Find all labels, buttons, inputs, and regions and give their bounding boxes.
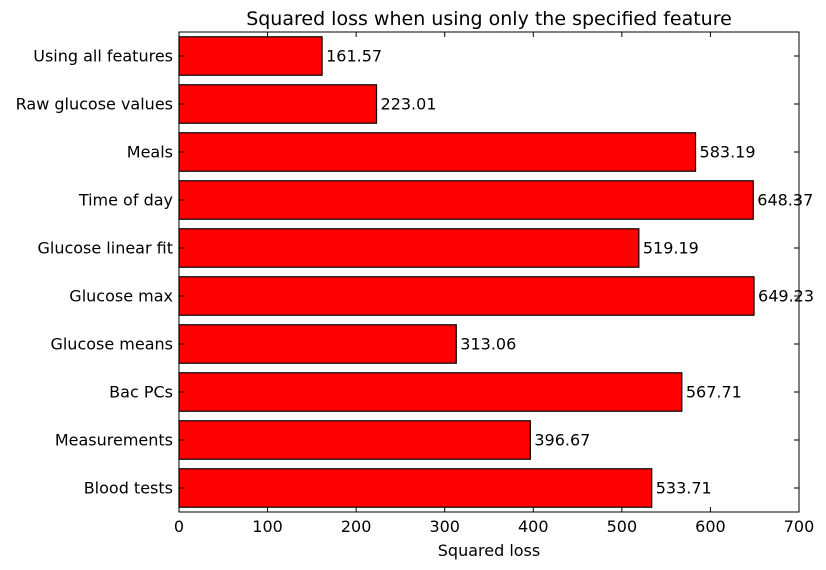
data-label: 583.19 [700,143,756,162]
bar [178,180,754,220]
category-label: Raw glucose values [16,95,173,114]
category-label: Bac PCs [109,383,173,402]
bar [178,132,697,172]
category-label: Measurements [55,431,173,450]
data-label: 519.19 [643,239,699,258]
ticks-layer: Using all features Raw glucose values Meal… [16,32,815,536]
category-label: Blood tests [84,479,173,498]
x-tick-label: 300 [429,517,460,536]
x-axis-label: Squared loss [438,541,540,560]
x-tick-label: 400 [518,517,549,536]
plot-frame [178,31,800,513]
data-label: 396.67 [534,431,590,450]
category-label: Glucose linear fit [37,239,173,258]
chart-title: Squared loss when using only the specifi… [246,8,732,30]
category-label: Using all features [33,47,173,66]
bars-layer: 161.57 223.01 583.19 648.37 519.19 649.23 313.… [178,36,814,508]
data-label: 648.37 [757,191,813,210]
bar [178,324,457,364]
x-tick-label: 500 [607,517,638,536]
bar [178,36,323,76]
x-tick-label: 100 [252,517,283,536]
x-tick-label: 0 [174,517,184,536]
x-tick-label: 600 [695,517,726,536]
data-label: 567.71 [686,383,742,402]
bar [178,420,531,460]
data-label: 223.01 [381,95,437,114]
data-label: 161.57 [326,47,382,66]
category-label: Time of day [78,191,173,210]
bar [178,372,683,412]
bar [178,276,755,316]
category-label: Meals [127,143,173,162]
bar [178,228,640,268]
category-label: Glucose means [50,335,173,354]
x-tick-label: 700 [784,517,815,536]
data-label: 313.06 [460,335,516,354]
bar [178,84,378,124]
x-tick-label: 200 [341,517,372,536]
data-label: 649.23 [758,287,814,306]
bar [178,468,653,508]
data-label: 533.71 [656,479,712,498]
category-label: Glucose max [69,287,173,306]
